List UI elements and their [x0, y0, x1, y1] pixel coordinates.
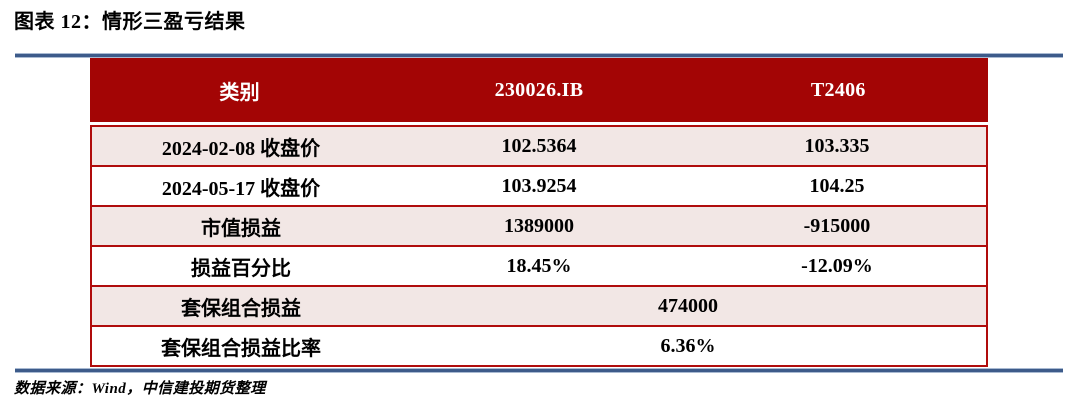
- future-value: 104.25: [809, 174, 865, 197]
- row-label: 2024-05-17 收盘价: [161, 177, 321, 200]
- bond-value: 1389000: [503, 214, 574, 237]
- top-divider-rule: [15, 53, 1063, 58]
- bottom-divider-rule: [15, 368, 1063, 373]
- future-value: 103.335: [804, 134, 870, 157]
- table-row: 2024-05-17 收盘价 103.9254 104.25: [92, 165, 986, 205]
- row-label: 损益百分比: [190, 257, 291, 280]
- bond-value: 102.5364: [501, 134, 577, 157]
- data-source-note: 数据来源：Wind，中信建投期货整理: [14, 381, 266, 397]
- pnl-results-table: 类别 230026.IB T2406 2024-02-08 收盘价 102.53…: [90, 58, 988, 367]
- row-label: 市值损益: [200, 217, 281, 240]
- table-row-merged: 套保组合损益 474000: [92, 285, 986, 325]
- future-value: -12.09%: [801, 254, 873, 277]
- bond-value: 18.45%: [506, 254, 572, 277]
- table-row: 损益百分比 18.45% -12.09%: [92, 245, 986, 285]
- table-body: 2024-02-08 收盘价 102.5364 103.335 2024-05-…: [90, 125, 988, 367]
- row-label: 2024-02-08 收盘价: [161, 137, 321, 160]
- table-row: 市值损益 1389000 -915000: [92, 205, 986, 245]
- table-row: 2024-02-08 收盘价 102.5364 103.335: [92, 127, 986, 165]
- table-row-merged: 套保组合损益比率 6.36%: [92, 325, 986, 365]
- figure-title: 图表 12：情形三盈亏结果: [14, 11, 246, 33]
- row-label: 套保组合损益比率: [160, 337, 321, 360]
- column-header-bond-230026: 230026.IB: [494, 78, 584, 101]
- table-header-row: 类别 230026.IB T2406: [90, 58, 988, 122]
- column-header-category: 类别: [219, 81, 260, 104]
- column-header-future-t2406: T2406: [810, 78, 866, 101]
- future-value: -915000: [803, 214, 871, 237]
- combined-value: 474000: [657, 294, 718, 317]
- combined-value: 6.36%: [660, 334, 716, 357]
- bond-value: 103.9254: [501, 174, 577, 197]
- row-label: 套保组合损益: [180, 297, 301, 320]
